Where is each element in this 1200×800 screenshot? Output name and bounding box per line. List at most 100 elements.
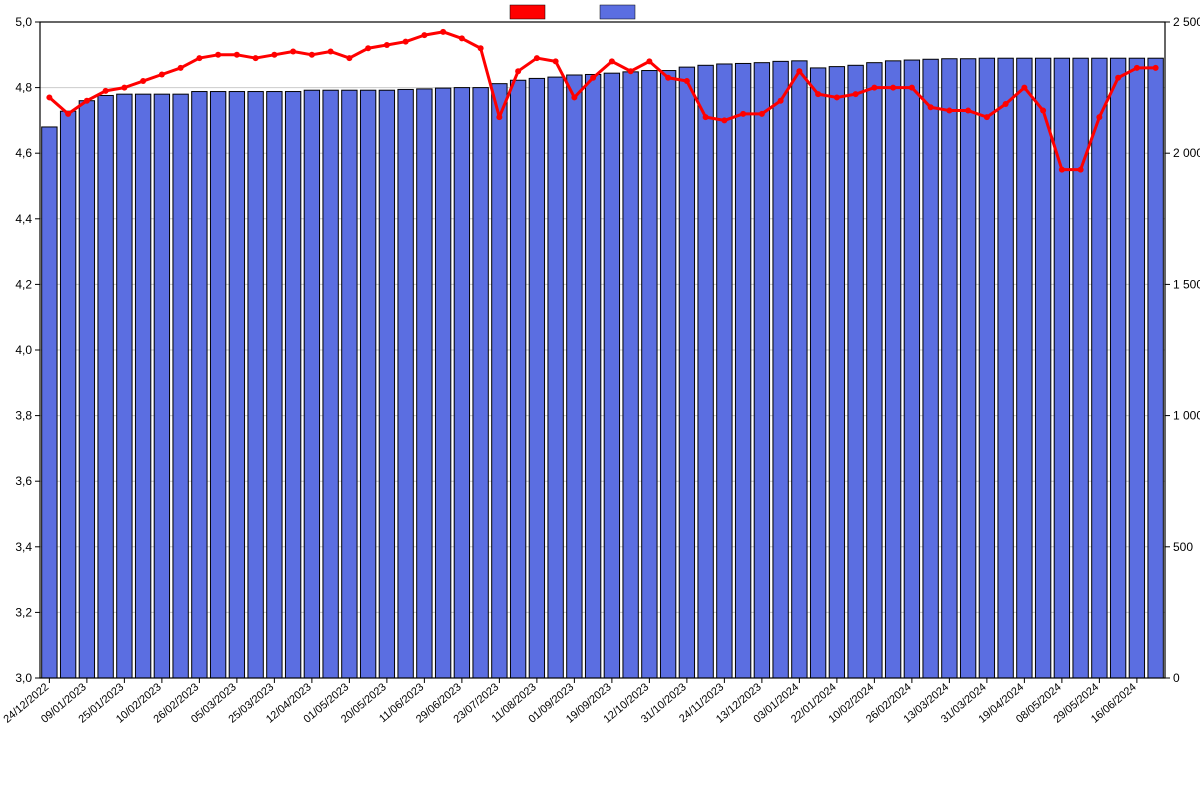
- bar: [642, 71, 657, 678]
- bar: [1035, 58, 1050, 678]
- line-marker: [909, 85, 915, 91]
- line-marker: [103, 88, 109, 94]
- line-marker: [459, 35, 465, 41]
- bar: [117, 94, 132, 678]
- bar: [454, 88, 469, 678]
- y-right-tick-label: 500: [1173, 540, 1193, 554]
- bar: [1129, 58, 1144, 678]
- line-marker: [1040, 108, 1046, 114]
- line-marker: [928, 104, 934, 110]
- line-marker: [1096, 114, 1102, 120]
- line-marker: [796, 68, 802, 74]
- line-marker: [253, 55, 259, 61]
- line-marker: [815, 91, 821, 97]
- line-marker: [778, 98, 784, 104]
- line-marker: [965, 108, 971, 114]
- bar: [473, 88, 488, 678]
- line-marker: [65, 111, 71, 117]
- line-marker: [121, 85, 127, 91]
- line-marker: [703, 114, 709, 120]
- line-marker: [984, 114, 990, 120]
- line-marker: [946, 108, 952, 114]
- line-marker: [478, 45, 484, 51]
- line-marker: [1003, 101, 1009, 107]
- y-left-tick-label: 3,2: [15, 605, 32, 619]
- bar: [285, 92, 300, 678]
- bar: [623, 72, 638, 678]
- y-left-tick-label: 3,8: [15, 409, 32, 423]
- bar: [60, 111, 75, 678]
- bar: [773, 61, 788, 678]
- line-marker: [496, 114, 502, 120]
- bar: [42, 127, 57, 678]
- y-right-tick-label: 2 500: [1173, 15, 1200, 29]
- bar: [754, 63, 769, 678]
- line-marker: [46, 94, 52, 100]
- line-marker: [140, 78, 146, 84]
- line-marker: [834, 94, 840, 100]
- bar: [154, 94, 169, 678]
- line-marker: [1021, 85, 1027, 91]
- bar: [79, 101, 94, 678]
- bar: [323, 90, 338, 678]
- y-left-tick-label: 3,4: [15, 540, 32, 554]
- line-marker: [515, 68, 521, 74]
- chart-svg: 3,03,23,43,63,84,04,24,44,64,85,005001 0…: [0, 0, 1200, 800]
- line-marker: [684, 78, 690, 84]
- line-marker: [309, 52, 315, 58]
- y-left-tick-label: 4,4: [15, 212, 32, 226]
- bar: [192, 92, 207, 678]
- line-marker: [290, 49, 296, 55]
- bar: [960, 59, 975, 678]
- bar: [1017, 58, 1032, 678]
- bar: [342, 90, 357, 678]
- line-marker: [384, 42, 390, 48]
- bar: [492, 84, 507, 678]
- bar: [267, 92, 282, 678]
- line-marker: [271, 52, 277, 58]
- bar: [529, 78, 544, 678]
- y-left-tick-label: 4,2: [15, 277, 32, 291]
- bar: [848, 65, 863, 678]
- bar: [792, 61, 807, 678]
- line-marker: [215, 52, 221, 58]
- line-marker: [365, 45, 371, 51]
- line-marker: [196, 55, 202, 61]
- y-left-tick-label: 3,0: [15, 671, 32, 685]
- line-marker: [84, 98, 90, 104]
- bar: [135, 94, 150, 678]
- y-left-tick-label: 4,6: [15, 146, 32, 160]
- y-right-tick-label: 1 000: [1173, 409, 1200, 423]
- line-marker: [403, 39, 409, 45]
- bar: [698, 65, 713, 678]
- line-marker: [890, 85, 896, 91]
- bar: [248, 92, 263, 678]
- y-left-tick-label: 5,0: [15, 15, 32, 29]
- line-marker: [553, 58, 559, 64]
- line-marker: [759, 111, 765, 117]
- bar: [717, 64, 732, 678]
- legend-swatch: [510, 5, 545, 19]
- line-marker: [328, 49, 334, 55]
- line-marker: [1115, 75, 1121, 81]
- bar: [398, 89, 413, 678]
- bar: [173, 94, 188, 678]
- bar: [210, 92, 225, 678]
- line-marker: [440, 29, 446, 35]
- y-left-tick-label: 3,6: [15, 474, 32, 488]
- bar: [229, 92, 244, 678]
- bar: [1092, 58, 1107, 678]
- line-marker: [1078, 167, 1084, 173]
- bar: [304, 90, 319, 678]
- bar: [904, 60, 919, 678]
- bar: [942, 59, 957, 678]
- bar: [923, 59, 938, 678]
- line-marker: [178, 65, 184, 71]
- line-marker: [628, 68, 634, 74]
- line-marker: [1134, 65, 1140, 71]
- line-marker: [534, 55, 540, 61]
- bar: [1110, 58, 1125, 678]
- combo-chart: 3,03,23,43,63,84,04,24,44,64,85,005001 0…: [0, 0, 1200, 800]
- bar: [979, 58, 994, 678]
- y-left-tick-label: 4,0: [15, 343, 32, 357]
